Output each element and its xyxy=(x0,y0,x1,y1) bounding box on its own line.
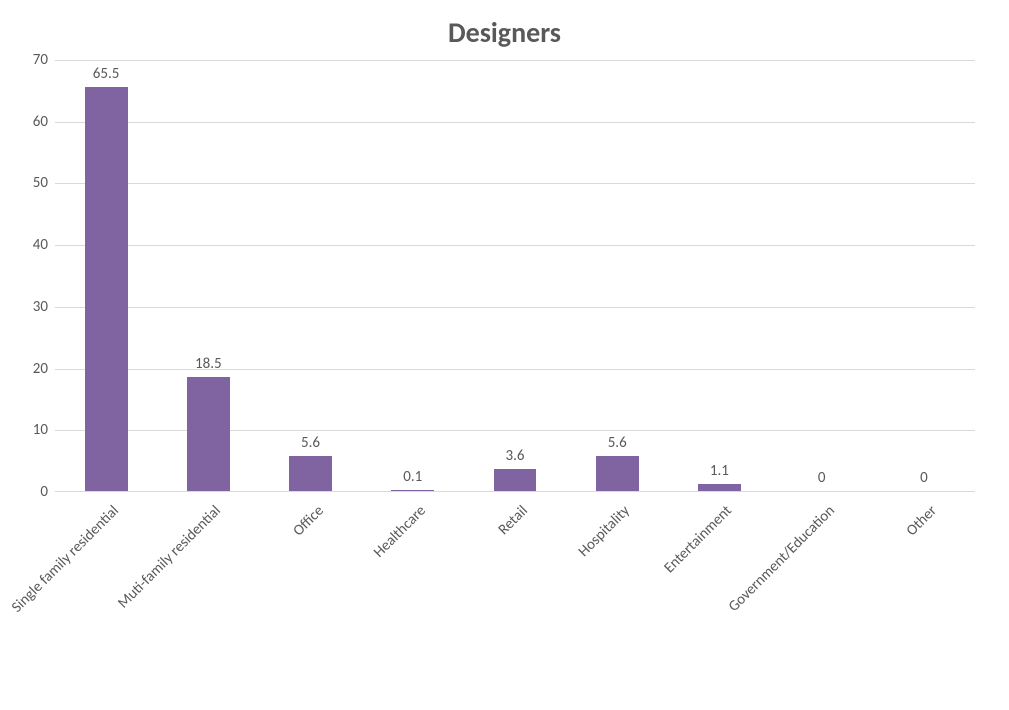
gridline xyxy=(55,60,975,61)
bar xyxy=(391,490,434,491)
data-label: 18.5 xyxy=(167,355,250,373)
bar xyxy=(494,469,537,491)
data-label: 0.1 xyxy=(371,468,454,486)
bar xyxy=(289,456,332,491)
y-tick-label: 20 xyxy=(10,360,48,378)
gridline xyxy=(55,122,975,123)
y-tick-label: 40 xyxy=(10,236,48,254)
bar xyxy=(187,377,230,491)
plot-area: 65.5 18.5 5.6 0.1 3.6 5.6 1.1 0 0 xyxy=(55,60,975,492)
bar xyxy=(85,87,128,491)
data-label: 5.6 xyxy=(576,434,659,452)
chart-container: Designers 65.5 18.5 5.6 0.1 3.6 5.6 1.1 0 0 0 10 2… xyxy=(0,0,1009,710)
chart-title: Designers xyxy=(0,15,1009,50)
data-label: 3.6 xyxy=(474,447,557,465)
y-tick-label: 10 xyxy=(10,421,48,439)
y-tick-label: 70 xyxy=(10,51,48,69)
bar xyxy=(698,484,741,491)
y-tick-label: 50 xyxy=(10,174,48,192)
y-tick-label: 60 xyxy=(10,113,48,131)
data-label: 5.6 xyxy=(269,434,352,452)
bar xyxy=(596,456,639,491)
data-label: 0 xyxy=(780,469,863,487)
data-label: 65.5 xyxy=(65,65,148,83)
data-label: 1.1 xyxy=(678,462,761,480)
y-tick-label: 30 xyxy=(10,298,48,316)
data-label: 0 xyxy=(882,469,965,487)
gridline xyxy=(55,183,975,184)
gridline xyxy=(55,245,975,246)
y-tick-label: 0 xyxy=(10,483,48,501)
gridline xyxy=(55,307,975,308)
